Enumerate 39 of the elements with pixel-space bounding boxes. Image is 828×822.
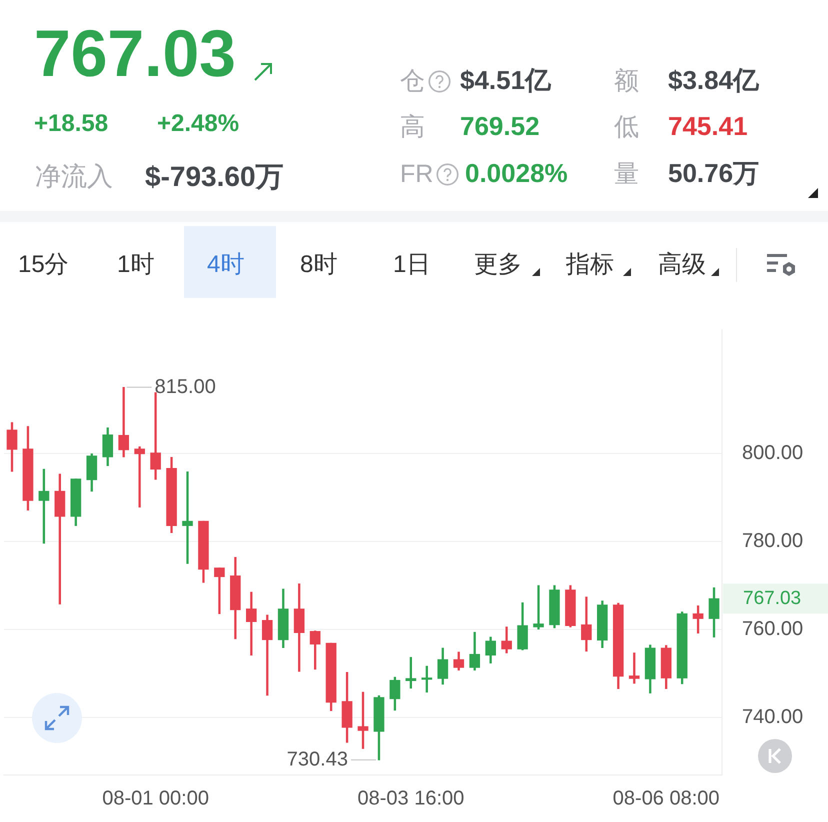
- text: 767.03: [34, 16, 236, 90]
- text: 高: [400, 112, 425, 142]
- text: 高级: [658, 250, 706, 280]
- text: 745.41: [668, 111, 748, 143]
- text: 0.0028%: [465, 158, 568, 190]
- text: 4时: [207, 250, 244, 280]
- candlestick: [422, 666, 432, 692]
- y-tick-label: 740.00: [742, 706, 804, 728]
- text: 769.52: [460, 111, 540, 143]
- text: $-793.60万: [145, 160, 284, 194]
- y-tick-label: 800.00: [742, 442, 804, 464]
- text: 指标: [566, 250, 614, 280]
- text: 1日: [393, 250, 430, 280]
- candlestick: [134, 446, 145, 508]
- candlestick: [628, 652, 640, 684]
- y-tick-label: 780.00: [742, 530, 804, 552]
- text: 8时: [300, 250, 338, 280]
- candlestick: [406, 657, 416, 689]
- text: 量: [614, 159, 639, 189]
- text: 仓: [400, 66, 425, 96]
- text: 50.76万: [668, 158, 760, 190]
- text: 净流入: [35, 161, 113, 193]
- annotation: 815.00: [154, 376, 216, 398]
- text: $4.51亿: [460, 65, 552, 97]
- text: 额: [614, 66, 639, 96]
- text: FR: [400, 159, 434, 189]
- text: 767.03: [743, 588, 802, 609]
- x-tick-label: 08-06 08:00: [612, 788, 720, 810]
- x-tick-label: 08-01 00:00: [102, 788, 209, 810]
- text: 低: [614, 112, 639, 142]
- annotation: 730.43: [286, 748, 348, 770]
- text: 1时: [117, 250, 154, 280]
- text: +18.58: [34, 110, 108, 138]
- text: $3.84亿: [668, 65, 760, 97]
- text: 15分: [18, 250, 69, 280]
- y-tick-label: 760.00: [742, 618, 804, 640]
- text: 更多: [474, 250, 522, 280]
- x-tick-label: 08-03 16:00: [357, 788, 464, 810]
- text: +2.48%: [157, 110, 240, 138]
